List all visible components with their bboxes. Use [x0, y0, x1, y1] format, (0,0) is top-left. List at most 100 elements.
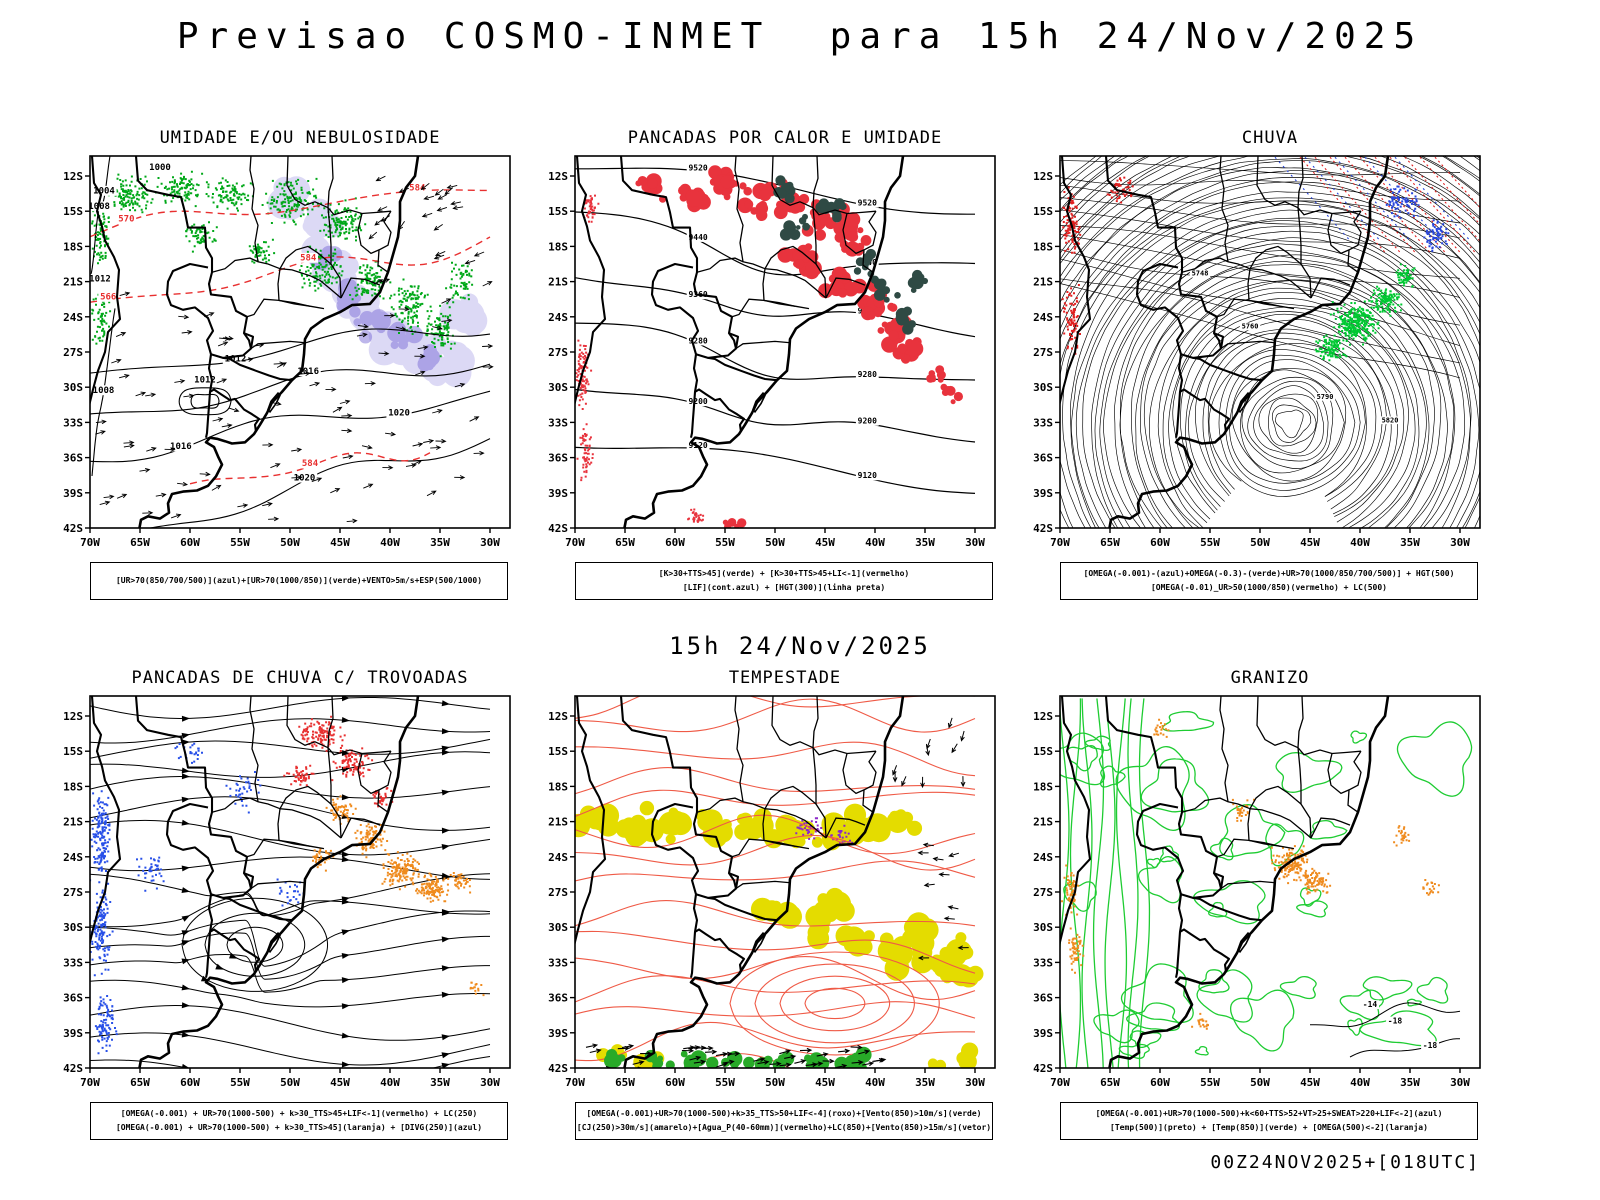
svg-text:12S: 12S — [548, 170, 568, 183]
svg-text:30W: 30W — [480, 1076, 500, 1089]
svg-text:21S: 21S — [548, 816, 568, 829]
svg-text:27S: 27S — [548, 886, 568, 899]
svg-text:12S: 12S — [63, 710, 83, 723]
svg-text:45W: 45W — [1300, 1076, 1320, 1089]
svg-text:12S: 12S — [1033, 170, 1053, 183]
svg-text:584: 584 — [409, 184, 426, 194]
svg-text:18S: 18S — [1033, 240, 1053, 253]
svg-text:42S: 42S — [1033, 522, 1053, 535]
svg-text:55W: 55W — [715, 1076, 735, 1089]
legend-box-umidade: [UR>70(850/700/500)](azul)+[UR>70(1000/8… — [90, 562, 508, 600]
svg-text:65W: 65W — [130, 1076, 150, 1089]
legend-line: [K>30+TTS>45](verde) + [K>30+TTS>45+LI<-… — [658, 569, 910, 579]
svg-text:39S: 39S — [548, 487, 568, 500]
weather-map-umidade-nebulosidade: 1012 1016 1016 1020 1020 1008 1008 1012 1012 1004… — [63, 155, 511, 549]
svg-text:24S: 24S — [63, 311, 83, 324]
svg-text:70W: 70W — [565, 536, 585, 549]
svg-text:1000: 1000 — [149, 163, 171, 173]
svg-text:50W: 50W — [1250, 1076, 1270, 1089]
svg-text:9280: 9280 — [688, 336, 707, 345]
legend-box-trovoadas: [OMEGA(-0.001) + UR>70(1000-500) + k>30_… — [90, 1102, 508, 1140]
svg-text:21S: 21S — [63, 816, 83, 829]
panel-umidade-nebulosidade: UMIDADE E/OU NEBULOSIDADE 1012 1016 1016 10… — [52, 128, 522, 600]
svg-text:12S: 12S — [548, 710, 568, 723]
svg-text:65W: 65W — [130, 536, 150, 549]
svg-text:65W: 65W — [1100, 536, 1120, 549]
svg-text:35W: 35W — [1400, 536, 1420, 549]
svg-text:30W: 30W — [1450, 536, 1470, 549]
svg-text:27S: 27S — [548, 346, 568, 359]
legend-line: [UR>70(850/700/500)](azul)+[UR>70(1000/8… — [115, 576, 483, 586]
svg-text:35W: 35W — [430, 1076, 450, 1089]
svg-text:42S: 42S — [63, 1062, 83, 1075]
svg-text:33S: 33S — [63, 956, 83, 969]
legend-line: [CJ(250)>30m/s](amarelo)+[Agua_P(40-60mm… — [576, 1123, 992, 1132]
svg-text:18S: 18S — [1033, 780, 1053, 793]
svg-text:33S: 33S — [1033, 956, 1053, 969]
svg-text:30S: 30S — [548, 921, 568, 934]
svg-text:40W: 40W — [1350, 536, 1370, 549]
panel-title-pancadas-calor: PANCADAS POR CALOR E UMIDADE — [627, 128, 943, 148]
svg-text:55W: 55W — [1200, 536, 1220, 549]
svg-text:50W: 50W — [1250, 536, 1270, 549]
svg-text:70W: 70W — [1050, 1076, 1070, 1089]
svg-text:40W: 40W — [380, 536, 400, 549]
svg-text:1004: 1004 — [93, 187, 115, 197]
svg-text:9440: 9440 — [688, 233, 707, 242]
svg-text:40W: 40W — [380, 1076, 400, 1089]
legend-line: [OMEGA(-0.01)_UR>50(1000/850)(vermelho) … — [1150, 583, 1387, 592]
svg-text:15S: 15S — [63, 745, 83, 758]
svg-text:24S: 24S — [63, 851, 83, 864]
svg-text:27S: 27S — [63, 886, 83, 899]
svg-text:45W: 45W — [1300, 536, 1320, 549]
svg-text:70W: 70W — [80, 1076, 100, 1089]
svg-text:36S: 36S — [63, 992, 83, 1005]
svg-text:33S: 33S — [63, 416, 83, 429]
svg-text:18S: 18S — [548, 240, 568, 253]
page-title: Previsao COSMO-INMET para 15h 24/Nov/202… — [176, 16, 1424, 57]
svg-text:30W: 30W — [965, 1076, 985, 1089]
svg-text:24S: 24S — [1033, 851, 1053, 864]
svg-text:1012: 1012 — [225, 355, 247, 365]
svg-text:60W: 60W — [665, 536, 685, 549]
svg-text:5790: 5790 — [1317, 393, 1334, 401]
svg-text:15S: 15S — [1033, 745, 1053, 758]
svg-text:33S: 33S — [548, 956, 568, 969]
svg-text:55W: 55W — [230, 1076, 250, 1089]
legend-line: [OMEGA(-0.001)+UR>70(1000-500)+k<60+TTS>… — [1095, 1109, 1443, 1119]
svg-text:50W: 50W — [765, 536, 785, 549]
svg-text:12S: 12S — [1033, 710, 1053, 723]
svg-text:40W: 40W — [865, 536, 885, 549]
legend-line: [OMEGA(-0.001)-(azul)+OMEGA(-0.3)-(verde… — [1083, 569, 1455, 579]
panel-title-tempestade: TEMPESTADE — [728, 668, 842, 688]
panel-granizo: GRANIZO -18 -18 -14 12S 15S 18S 21S 24S 27S 30S 33… — [1022, 668, 1492, 1140]
svg-text:584: 584 — [302, 459, 319, 469]
svg-text:30S: 30S — [1033, 381, 1053, 394]
svg-text:570: 570 — [118, 215, 134, 225]
svg-text:24S: 24S — [1033, 311, 1053, 324]
panel-chuva: CHUVA 5748 5760 5790 5820 12S 15S 18S 21S 24S 27S… — [1022, 128, 1492, 600]
svg-text:39S: 39S — [1033, 487, 1053, 500]
svg-text:55W: 55W — [715, 536, 735, 549]
svg-text:5820: 5820 — [1382, 416, 1399, 424]
svg-text:36S: 36S — [1033, 452, 1053, 465]
panel-title-trovoadas: PANCADAS DE CHUVA C/ TROVOADAS — [131, 668, 469, 688]
svg-text:42S: 42S — [548, 522, 568, 535]
svg-text:45W: 45W — [330, 536, 350, 549]
svg-text:42S: 42S — [1033, 1062, 1053, 1075]
legend-line: [Temp(500)](preto) + [Temp(850)](verde) … — [1110, 1123, 1428, 1132]
legend-box-chuva: [OMEGA(-0.001)-(azul)+OMEGA(-0.3)-(verde… — [1060, 562, 1478, 600]
svg-text:65W: 65W — [615, 1076, 635, 1089]
panel-pancadas-calor-umidade: PANCADAS POR CALOR E UMIDADE 9520 9520 944… — [537, 128, 1007, 600]
svg-text:42S: 42S — [548, 1062, 568, 1075]
svg-text:21S: 21S — [63, 276, 83, 289]
svg-text:70W: 70W — [565, 1076, 585, 1089]
weather-map-chuva: 5748 5760 5790 5820 12S 15S 18S 21S 24S 27S 30S 33S… — [1033, 155, 1481, 549]
svg-text:15S: 15S — [1033, 205, 1053, 218]
svg-text:70W: 70W — [1050, 536, 1070, 549]
svg-text:12S: 12S — [63, 170, 83, 183]
svg-text:21S: 21S — [1033, 816, 1053, 829]
weather-map-granizo: -18 -18 -14 12S 15S 18S 21S 24S 27S 30S 33S 36S 39S 4… — [1033, 695, 1481, 1089]
